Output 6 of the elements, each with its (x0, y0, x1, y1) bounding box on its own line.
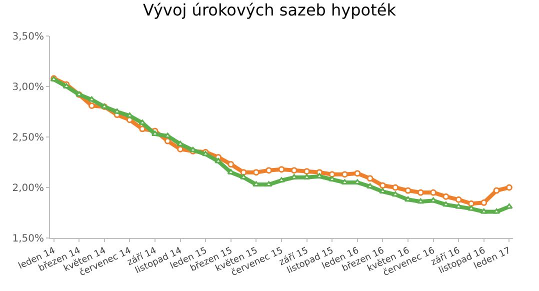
y-tick-label: 3,00% (12, 82, 44, 93)
y-tick-label: 1,50% (12, 234, 44, 244)
y-tick-label: 2,50% (12, 132, 44, 144)
y-tick-label: 2,00% (12, 183, 44, 194)
chart-title: Vývoj úrokových sazeb hypoték (143, 0, 397, 20)
y-tick-label: 3,50% (12, 32, 44, 42)
